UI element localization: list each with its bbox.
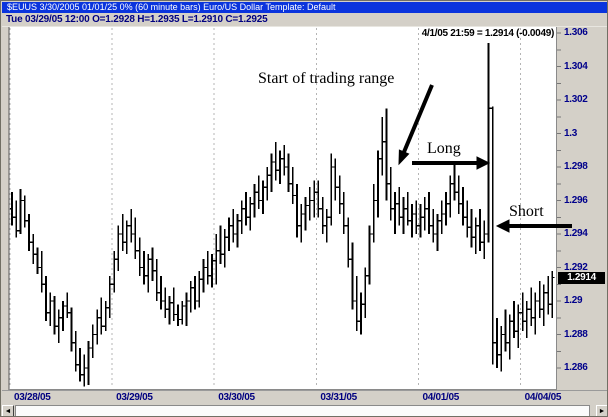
price-label: 1.29 xyxy=(564,295,583,306)
price-label: 1.288 xyxy=(564,328,588,340)
scrollbar-thumb[interactable] xyxy=(15,405,590,416)
price-label: 1.296 xyxy=(564,194,588,206)
scroll-left-button[interactable]: ◄ xyxy=(2,405,14,416)
price-label: 1.306 xyxy=(564,27,588,38)
last-update-label: 4/1/05 21:59 = 1.2914 (-0.0049) xyxy=(421,28,555,39)
short-annotation[interactable]: Short xyxy=(509,203,544,220)
price-label: 1.286 xyxy=(564,362,588,373)
long-annotation[interactable]: Long xyxy=(427,140,461,157)
date-label: 03/30/05 xyxy=(218,392,255,403)
date-label: 04/04/05 xyxy=(524,392,562,403)
price-label: 1.294 xyxy=(564,228,588,239)
date-label: 04/01/05 xyxy=(422,392,459,403)
date-label: 03/31/05 xyxy=(320,392,357,403)
price-axis xyxy=(557,27,607,390)
date-label: 03/28/05 xyxy=(14,392,51,403)
price-label: 1.292 xyxy=(564,261,588,273)
status-line: Tue 03/29/05 12:00 O=1.2928 H=1.2935 L=1… xyxy=(2,13,607,27)
price-label: 1.304 xyxy=(564,60,588,72)
scroll-right-icon: ► xyxy=(598,408,606,415)
date-axis xyxy=(2,390,607,406)
scroll-right-button[interactable]: ► xyxy=(596,405,607,416)
price-label: 1.302 xyxy=(564,94,588,105)
chart-plot-area[interactable] xyxy=(9,27,557,390)
scroll-left-icon: ◄ xyxy=(4,408,12,415)
date-label: 03/29/05 xyxy=(116,392,153,403)
window-title: $EUUS 3/30/2005 01/01/25 0% (60 minute b… xyxy=(7,2,336,12)
current-price-box: 1.2914 xyxy=(558,271,605,284)
title-bar[interactable]: $EUUS 3/30/2005 01/01/25 0% (60 minute b… xyxy=(2,2,607,13)
horizontal-scrollbar[interactable]: ◄ ► xyxy=(2,405,607,416)
price-label: 1.298 xyxy=(564,161,588,172)
price-label: 1.3 xyxy=(564,127,578,139)
ohlc-readout: Tue 03/29/05 12:00 O=1.2928 H=1.2935 L=1… xyxy=(6,14,268,25)
trading-range-annotation[interactable]: Start of trading range xyxy=(258,70,395,87)
